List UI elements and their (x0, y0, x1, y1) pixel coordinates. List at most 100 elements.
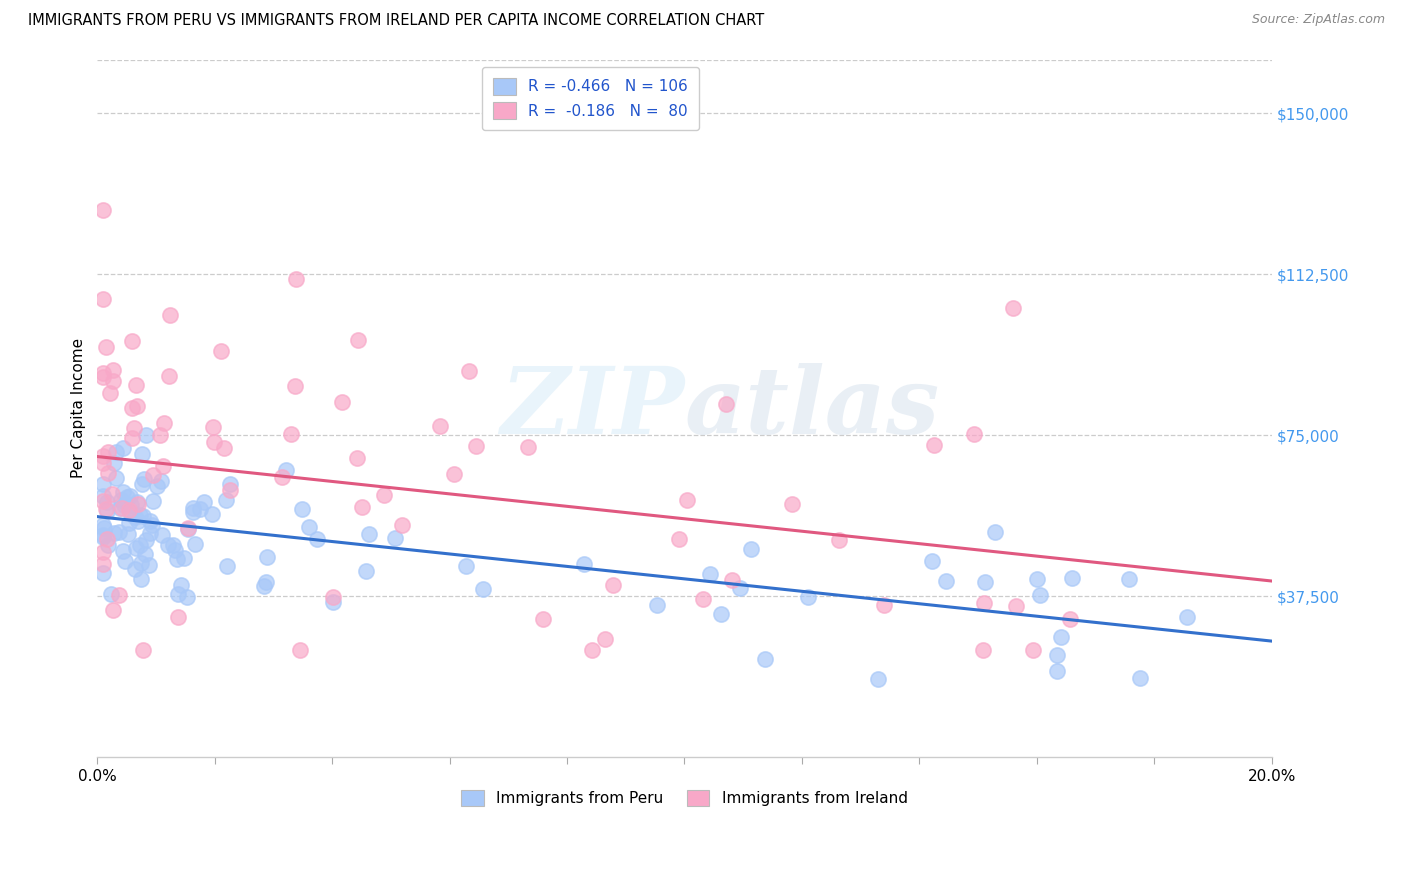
Point (456, 558, 478, 573)
Point (96, 495, 118, 509)
Point (184, 536, 207, 550)
Point (91, 530, 114, 544)
Point (96, 503, 118, 517)
Point (135, 533, 157, 547)
Point (754, 652, 776, 666)
Point (828, 533, 851, 547)
Point (105, 445, 128, 459)
Point (91, 558, 114, 572)
Point (91, 489, 114, 503)
Text: Source: ZipAtlas.com: Source: ZipAtlas.com (1251, 13, 1385, 27)
Point (131, 447, 153, 461)
Point (108, 525, 131, 540)
Point (97, 445, 120, 459)
Point (103, 456, 125, 470)
Point (127, 515, 149, 529)
Point (253, 579, 276, 593)
Point (740, 541, 762, 556)
Point (98, 385, 121, 400)
Point (721, 573, 744, 587)
Point (100, 586, 122, 600)
Point (122, 421, 145, 435)
Point (256, 549, 278, 564)
Point (322, 590, 344, 604)
Point (104, 471, 127, 485)
Point (602, 578, 624, 592)
Point (91, 566, 114, 580)
Point (141, 517, 163, 532)
Point (153, 416, 176, 430)
Point (128, 508, 150, 522)
Point (202, 435, 225, 450)
Point (91, 476, 114, 491)
Point (112, 485, 135, 500)
Point (111, 500, 134, 515)
Point (146, 479, 169, 493)
Point (710, 607, 733, 621)
Point (443, 467, 465, 482)
Point (214, 493, 236, 508)
Point (112, 499, 135, 513)
Point (796, 590, 818, 604)
Point (138, 558, 160, 573)
Point (668, 532, 690, 546)
Point (117, 503, 139, 517)
Point (1175, 610, 1198, 624)
Point (209, 344, 232, 359)
Point (91, 203, 114, 218)
Point (91, 293, 114, 307)
Point (384, 531, 406, 545)
Point (581, 642, 603, 657)
Point (118, 505, 141, 519)
Point (125, 541, 148, 556)
Point (149, 428, 172, 442)
Point (212, 441, 235, 455)
Point (1021, 642, 1043, 657)
Point (121, 432, 143, 446)
Point (101, 374, 124, 388)
Point (96, 533, 118, 547)
Point (457, 363, 479, 377)
Text: ZIP: ZIP (501, 363, 685, 453)
Point (181, 501, 204, 516)
Point (135, 427, 157, 442)
Point (1059, 611, 1081, 625)
Point (166, 551, 188, 566)
Point (138, 514, 160, 528)
Point (107, 588, 129, 602)
Point (297, 520, 319, 534)
Point (134, 547, 156, 561)
Point (1060, 571, 1083, 585)
Point (124, 562, 146, 576)
Point (1026, 573, 1049, 587)
Point (201, 508, 224, 522)
Point (219, 477, 242, 491)
Point (120, 488, 142, 502)
Point (471, 582, 494, 596)
Point (217, 559, 239, 574)
Point (110, 493, 132, 508)
Point (645, 598, 668, 612)
Point (101, 363, 124, 377)
Point (332, 395, 354, 409)
Point (114, 554, 136, 568)
Point (97, 538, 120, 552)
Point (181, 505, 204, 519)
Point (121, 401, 143, 416)
Point (391, 518, 413, 533)
Point (91, 450, 114, 464)
Text: atlas: atlas (685, 363, 939, 453)
Point (873, 599, 896, 613)
Point (868, 672, 890, 686)
Point (127, 497, 149, 511)
Point (162, 538, 184, 552)
Point (129, 572, 152, 586)
Point (159, 308, 181, 322)
Point (132, 642, 155, 657)
Point (142, 493, 165, 508)
Point (103, 526, 125, 541)
Point (91, 545, 114, 559)
Point (974, 575, 997, 590)
Point (1118, 572, 1140, 586)
Point (142, 468, 165, 483)
